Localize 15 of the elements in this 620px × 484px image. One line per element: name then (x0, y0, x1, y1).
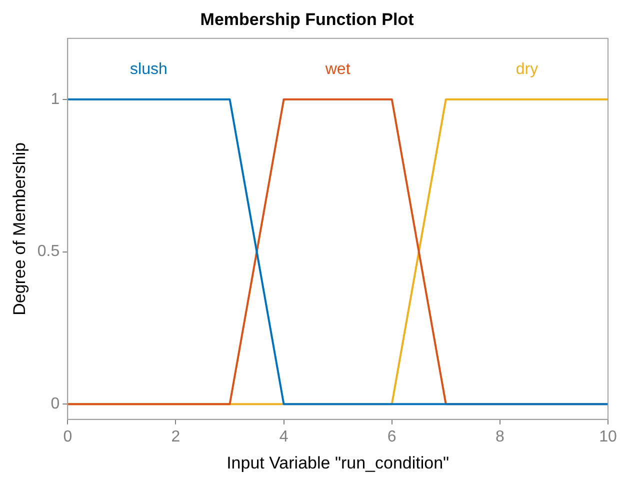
x-tick-label: 4 (279, 428, 288, 446)
x-tick-label: 10 (599, 428, 617, 446)
series-label: slush (130, 60, 168, 78)
y-tick-label: 0.5 (37, 243, 60, 260)
y-tick-label: 1 (50, 90, 60, 108)
x-axis-title: Input Variable "run_condition" (226, 453, 450, 472)
y-axis-title: Degree of Membership (10, 142, 29, 316)
x-tick-label: 8 (495, 428, 504, 446)
series-label: dry (516, 60, 538, 78)
x-tick-label: 6 (387, 428, 396, 446)
x-tick-label: 2 (171, 428, 180, 446)
series-label: wet (324, 60, 351, 78)
x-tick-label: 0 (63, 428, 72, 446)
y-tick-label: 0 (50, 396, 60, 413)
chart-title: Membership Function Plot (200, 10, 414, 29)
